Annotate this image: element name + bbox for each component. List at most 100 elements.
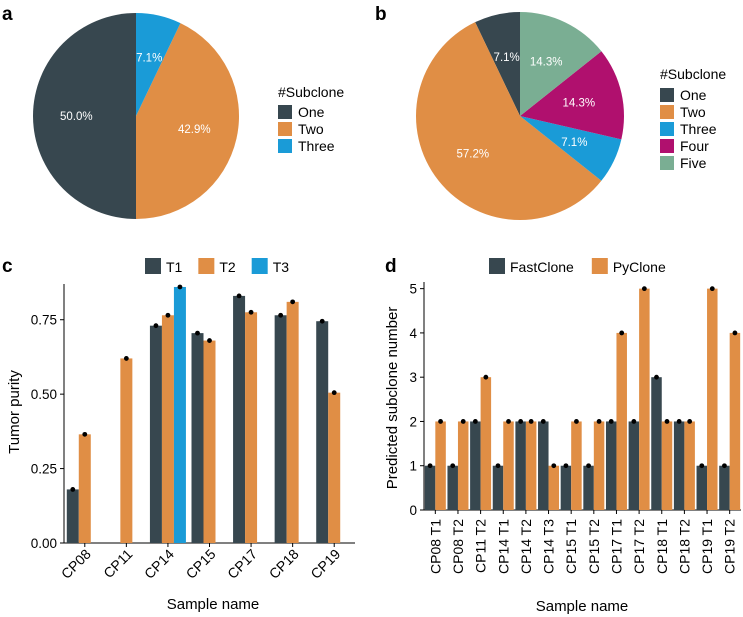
legend-label-fastclone: FastClone <box>510 259 574 275</box>
bar-pyclone-cp18-t2 <box>684 421 695 510</box>
bar-fastclone-cp15-t2 <box>583 465 594 510</box>
pie-slice-two <box>416 22 602 220</box>
bar-fastclone-cp18-t1 <box>651 377 662 510</box>
x-tick-label-cp15: CP15 <box>183 546 219 582</box>
panel-label-d: d <box>385 256 397 277</box>
legend-label-pyclone: PyClone <box>613 259 666 275</box>
point-pyclone-cp19-t2 <box>732 330 738 336</box>
point-fastclone-cp14-t2 <box>518 419 524 424</box>
bar-t2-cp11 <box>120 358 133 543</box>
legend-label-t1: T1 <box>166 259 183 275</box>
bar-pyclone-cp08-t2 <box>457 421 469 510</box>
point-fastclone-cp14-t3 <box>540 419 546 424</box>
bar-pyclone-cp11-t2 <box>480 377 492 510</box>
y-tick-label: 1 <box>409 459 417 474</box>
legend-label-two: Two <box>298 121 324 137</box>
legend-swatch-one <box>278 105 292 119</box>
pie-label-three: 7.1% <box>136 53 162 65</box>
y-tick-label: 0.00 <box>31 536 57 551</box>
panel-label-b: b <box>375 4 387 25</box>
bar-pyclone-cp08-t1 <box>435 421 446 510</box>
point-fastclone-cp17-t1 <box>608 419 614 424</box>
point-fastclone-cp08-t1 <box>427 463 433 469</box>
panel-label-c: c <box>2 256 13 277</box>
pie-label-one: 50.0% <box>60 111 93 123</box>
bar-t1-cp14 <box>149 325 162 543</box>
pie-chart-b: 7.1% 57.2% 7.1% 14.3% 14.3% <box>416 12 624 220</box>
legend-swatch-t1 <box>145 258 161 274</box>
point-fastclone-cp14-t1 <box>495 463 501 469</box>
x-axis-title-c: Sample name <box>167 596 260 613</box>
legend-swatch-one <box>660 88 674 102</box>
bar-pyclone-cp17-t1 <box>616 332 627 510</box>
pie-slice-one <box>33 13 136 219</box>
x-tick-label-cp11: CP11 <box>100 546 135 581</box>
y-axis-title-c: Tumor purity <box>6 370 23 454</box>
point-t1-cp17 <box>236 293 242 299</box>
bar-pyclone-cp19-t2 <box>729 332 741 510</box>
point-t2-cp14 <box>165 312 171 318</box>
point-fastclone-cp11-t2 <box>472 419 478 424</box>
point-pyclone-cp08-t2 <box>460 419 466 424</box>
pie-slice-two <box>136 23 240 220</box>
bar-fastclone-cp15-t1 <box>560 465 572 510</box>
bar-fastclone-cp08-t2 <box>447 465 458 510</box>
x-axis-title-d: Sample name <box>536 598 629 615</box>
x-tick-label-cp14-t2: CP14 T2 <box>518 519 534 574</box>
x-tick-label-cp17: CP17 <box>224 546 260 582</box>
pie-label-three: 7.1% <box>561 137 587 149</box>
pie-label-two: 42.9% <box>178 124 211 136</box>
pie-label-five: 14.3% <box>530 57 563 69</box>
point-t1-cp14 <box>153 323 159 329</box>
y-tick-label: 0 <box>409 503 417 518</box>
x-tick-label-cp17-t2: CP17 T2 <box>631 519 647 574</box>
bar-fastclone-cp19-t1 <box>696 465 708 510</box>
bar-fastclone-cp14-t1 <box>492 465 504 510</box>
bar-fastclone-cp18-t2 <box>673 421 685 510</box>
bar-t1-cp08 <box>66 489 79 543</box>
x-tick-label-cp18-t2: CP18 T2 <box>676 519 692 574</box>
bar-chart-c: Tumor purity Sample name 0.00 0.25 0.50 0.7… <box>6 258 355 613</box>
point-pyclone-cp08-t1 <box>438 419 443 424</box>
point-pyclone-cp17-t1 <box>619 330 625 336</box>
bar-pyclone-cp14-t3 <box>548 465 560 510</box>
legend-swatch-five <box>660 156 674 170</box>
pie-slice-three <box>520 116 622 181</box>
point-t1-cp15 <box>195 330 200 336</box>
point-t2-cp19 <box>331 390 337 396</box>
point-pyclone-cp18-t1 <box>664 419 670 424</box>
point-t2-cp08 <box>82 431 88 437</box>
x-tick-label-cp19-t1: CP19 T1 <box>699 519 715 574</box>
bar-fastclone-cp11-t2 <box>470 421 481 510</box>
point-pyclone-cp18-t2 <box>687 419 693 424</box>
x-tick-label-cp19: CP19 <box>307 546 343 582</box>
point-t1-cp18 <box>278 312 284 318</box>
panel-label-a: a <box>2 4 13 25</box>
bar-chart-d: Predicted subclone number Sample name 0 1… <box>384 258 741 615</box>
bar-fastclone-cp19-t2 <box>719 465 730 510</box>
bar-pyclone-cp19-t1 <box>707 288 718 510</box>
pie-label-four: 14.3% <box>563 98 596 110</box>
point-fastclone-cp19-t1 <box>699 463 705 469</box>
x-tick-label-cp14: CP14 <box>141 546 177 582</box>
x-tick-label-cp18-t1: CP18 T1 <box>654 519 670 574</box>
legend-title-b: #Subclone <box>660 66 726 82</box>
point-pyclone-cp17-t2 <box>641 286 647 292</box>
point-t2-cp15 <box>207 338 212 343</box>
pie-label-two: 57.2% <box>457 149 490 161</box>
point-pyclone-cp14-t1 <box>506 419 511 424</box>
point-fastclone-cp15-t1 <box>563 463 569 469</box>
point-t1-cp19 <box>319 318 325 324</box>
x-tick-label-cp08-t2: CP08 T2 <box>450 519 466 574</box>
x-tick-label-cp19-t2: CP19 T2 <box>722 519 738 574</box>
legend-label-four: Four <box>680 138 709 154</box>
pie-slice-four <box>520 51 624 140</box>
point-pyclone-cp15-t2 <box>596 419 602 424</box>
x-tick-label-cp11-t2: CP11 T2 <box>473 519 489 573</box>
x-tick-label-cp15-t2: CP15 T2 <box>586 519 602 574</box>
y-tick-label: 5 <box>409 282 417 297</box>
x-tick-label-cp15-t1: CP15 T1 <box>563 519 579 574</box>
x-tick-label-cp17-t1: CP17 T1 <box>608 519 624 574</box>
legend-swatch-three <box>660 122 674 136</box>
legend-swatch-two <box>278 122 292 136</box>
